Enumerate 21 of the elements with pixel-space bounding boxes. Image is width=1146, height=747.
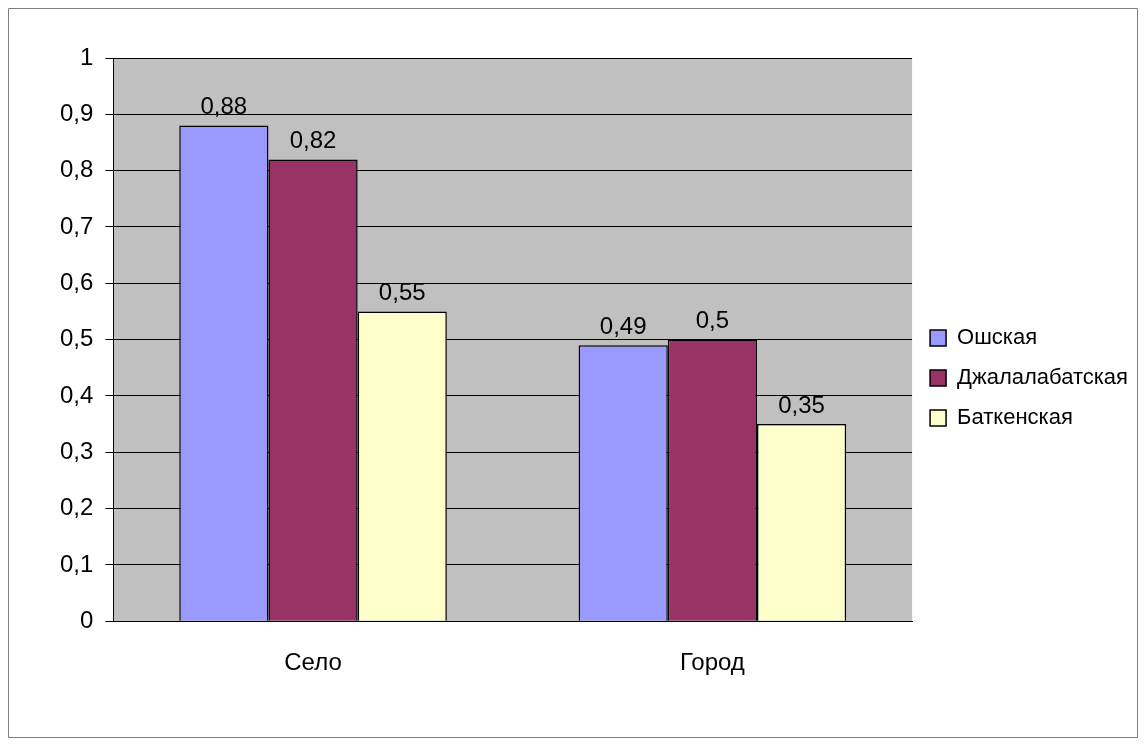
legend-label: Баткенская (957, 404, 1073, 430)
data-label: 0,49 (599, 311, 647, 339)
data-label: 0,5 (695, 306, 730, 334)
x-tick-label: Село (284, 648, 342, 676)
x-tick-label: Город (679, 648, 745, 676)
y-tick-label: 0,2 (59, 493, 94, 521)
y-tick-label: 0,8 (59, 155, 94, 183)
legend-label: Ошская (957, 324, 1038, 350)
y-tick-label: 0,5 (59, 324, 94, 352)
y-tick-label: 0,7 (59, 211, 94, 239)
data-label: 0,35 (778, 390, 825, 418)
y-tick-label: 0 (80, 605, 94, 633)
y-tick-label: 0,3 (59, 436, 94, 464)
legend-label: Джалалабатская (957, 364, 1129, 390)
y-tick-label: 0,6 (59, 267, 94, 295)
y-tick-label: 1 (80, 42, 94, 70)
data-label: 0,82 (289, 126, 337, 153)
y-tick-label: 0,9 (59, 98, 94, 126)
y-tick-label: 0,4 (59, 380, 94, 408)
data-label: 0,88 (200, 92, 248, 120)
y-tick-label: 0,1 (59, 549, 94, 577)
